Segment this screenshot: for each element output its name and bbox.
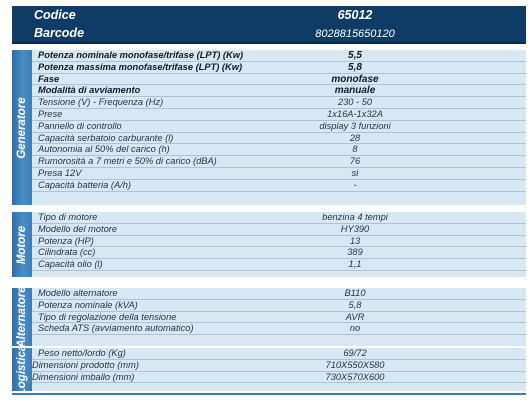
spec-row: Capacità serbatoio carburante (l) 28 [32,133,526,145]
spec-row: Modalità di avviamento manuale [32,85,526,98]
spec-row: Presa 12V si [32,168,526,180]
spec-value: manuale [334,85,376,97]
code-label: Codice [34,8,76,22]
section-rows: Modello alternatore B110 Potenza nominale … [32,288,526,346]
spec-label: Capacità batteria (A/h) [38,179,132,190]
section-logistica: Logistica Peso netto/lordo (Kg) 69/72 Dime… [12,344,526,395]
section-title-bar: Logistica [12,344,32,395]
spec-label: Modalità di avviamento [38,85,141,96]
code-value: 65012 [337,8,373,22]
header-code-row: Codice 65012 [12,6,526,24]
spec-value: display 3 funzioni [319,120,391,131]
header-barcode-row: Barcode 8028815650120 [12,24,526,44]
spec-value: AVR [345,311,365,322]
spec-value: 5,5 [348,50,362,61]
section-title: Logistica [16,344,28,395]
spec-label: Potenza (HP) [38,235,94,246]
spec-value: 1x16A-1x32A [327,108,383,119]
spec-label: Cilindrata (cc) [38,247,96,258]
barcode-value: 8028815650120 [315,28,395,40]
spec-value: 5,8 [348,299,362,310]
spec-label: Prese [38,108,63,119]
spec-row: Modello alternatore B110 [32,288,526,300]
spec-value: 5,8 [348,61,362,73]
section-rows: Peso netto/lordo (Kg) 69/72 Dimensioni pro… [32,348,526,391]
spec-row: Autonomia al 50% del carico (h) 8 [32,144,526,157]
spec-label: Capacità olio (l) [38,259,103,270]
section-title: Alternatore [16,286,28,348]
spec-row: Potenza nominale (kVA) 5,8 [32,300,526,312]
spec-value: 230 - 50 [337,97,373,108]
spec-row: Peso netto/lordo (Kg) 69/72 [32,348,526,360]
spec-row: Dimensioni imballo (mm) 730X570X600 [32,372,526,384]
spec-value: 710X550X580 [325,359,385,370]
spec-value: - [353,179,357,190]
spec-value: B110 [344,288,366,298]
spec-label: Modello del motore [38,223,118,234]
section-rows: Tipo di motore benzina 4 tempi Modello del… [32,212,526,277]
section-generatore: Generatore Potenza nominale monofase/tri… [12,50,526,205]
spec-value: 389 [347,247,363,258]
spec-row: Dimensioni prodotto (mm) 710X550X580 [32,360,526,372]
spec-label: Tipo di motore [38,212,98,222]
spec-value: 76 [349,156,361,167]
spec-label: Pannello di controllo [38,120,122,131]
section-motore: Motore Tipo di motore benzina 4 tempi Mode… [12,212,526,277]
section-title: Generatore [16,96,28,159]
spec-value: 1,1 [348,259,362,270]
spec-row: Capacità batteria (A/h) - [32,180,526,192]
spec-value: monofase [331,73,379,85]
spec-label: Potenza massima monofase/trifase (LPT) (… [38,61,243,72]
bottom-divider [12,393,526,395]
spec-label: Tipo di regolazione della tensione [38,311,177,322]
spec-label: Presa 12V [38,167,82,178]
spec-label: Dimensioni imballo (mm) [32,371,135,382]
barcode-label: Barcode [34,26,85,40]
spec-row: Prese 1x16A-1x32A [32,109,526,121]
section-title-bar: Alternatore [12,286,32,348]
spec-row: Cilindrata (cc) 389 [32,247,526,260]
section-title: Motore [16,225,28,264]
spec-row: Capacità olio (l) 1,1 [32,259,526,271]
spec-label: Capacità serbatoio carburante (l) [38,132,174,143]
spec-row: Potenza (HP) 13 [32,236,526,248]
section-rows: Potenza nominale monofase/trifase (LPT) … [32,50,526,205]
spec-row: Potenza nominale monofase/trifase (LPT) … [32,50,526,62]
spec-value: no [349,323,361,334]
spec-label: Potenza nominale (kVA) [38,299,138,310]
spec-row: Tensione (V) - Frequenza (Hz) 230 - 50 [32,97,526,109]
spec-row: Rumorosità a 7 metri e 50% di carico (dB… [32,156,526,168]
spec-label: Peso netto/lordo (Kg) [38,348,126,358]
spec-row: Pannello di controllo display 3 funzioni [32,121,526,133]
spec-value: 28 [349,132,361,143]
spec-label: Tensione (V) - Frequenza (Hz) [38,97,164,108]
spec-label: Potenza nominale monofase/trifase (LPT) … [38,50,244,60]
spec-label: Modello alternatore [38,288,118,298]
spec-value: HY390 [340,223,370,234]
section-title-bar: Generatore [12,50,32,205]
spec-label: Fase [38,73,60,84]
spec-label: Scheda ATS (avviamento automatico) [38,323,194,334]
spec-row: Tipo di motore benzina 4 tempi [32,212,526,224]
spec-value: si [351,167,359,178]
section-alternatore: Alternatore Modello alternatore B110 Poten… [12,286,526,348]
spec-row: Modello del motore HY390 [32,224,526,236]
spec-row: Scheda ATS (avviamento automatico) no [32,323,526,336]
spec-value: 69/72 [343,348,367,358]
spec-label: Dimensioni prodotto (mm) [32,359,139,370]
spec-sheet: Codice 65012 Barcode 8028815650120 Gener… [12,6,526,406]
spec-row: Fase monofase [32,74,526,86]
spec-row: Tipo di regolazione della tensione AVR [32,312,526,324]
spec-value: 730X570X600 [325,371,385,382]
spec-value: benzina 4 tempi [322,212,388,222]
spec-value: 13 [349,235,361,246]
spec-label: Rumorosità a 7 metri e 50% di carico (dB… [38,156,217,167]
spec-label: Autonomia al 50% del carico (h) [38,144,170,155]
spec-row: Potenza massima monofase/trifase (LPT) (… [32,62,526,74]
section-title-bar: Motore [12,212,32,277]
spec-value: 8 [352,144,358,155]
